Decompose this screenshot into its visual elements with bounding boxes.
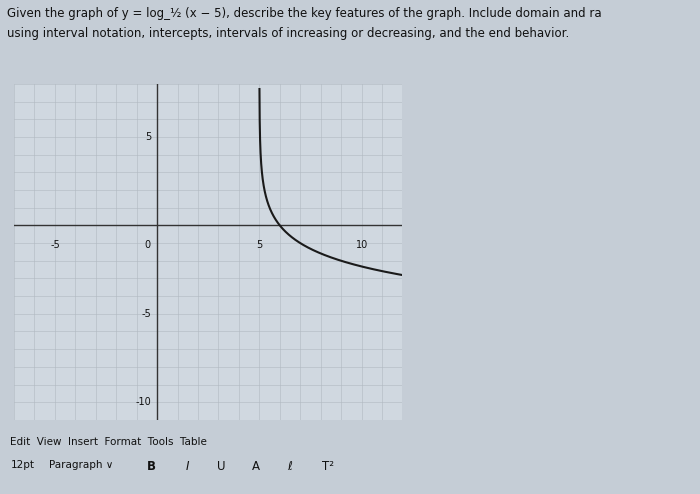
Text: Paragraph ∨: Paragraph ∨ — [49, 460, 113, 470]
Text: 10: 10 — [356, 240, 368, 249]
Text: -5: -5 — [141, 309, 151, 319]
Text: 5: 5 — [256, 240, 262, 249]
Text: 12pt: 12pt — [10, 460, 34, 470]
Text: Edit  View  Insert  Format  Tools  Table: Edit View Insert Format Tools Table — [10, 437, 207, 447]
Text: 0: 0 — [145, 240, 151, 249]
Text: -5: -5 — [50, 240, 60, 249]
Text: 5: 5 — [145, 132, 151, 142]
Text: -10: -10 — [135, 397, 151, 407]
Text: U: U — [217, 460, 225, 473]
Text: Given the graph of y = log_½ (x − 5), describe the key features of the graph. In: Given the graph of y = log_½ (x − 5), de… — [7, 7, 601, 20]
Text: ℓ: ℓ — [287, 460, 292, 473]
Text: A: A — [252, 460, 260, 473]
Text: I: I — [186, 460, 189, 473]
Text: T²: T² — [322, 460, 334, 473]
Text: using interval notation, intercepts, intervals of increasing or decreasing, and : using interval notation, intercepts, int… — [7, 27, 569, 40]
Text: B: B — [147, 460, 156, 473]
